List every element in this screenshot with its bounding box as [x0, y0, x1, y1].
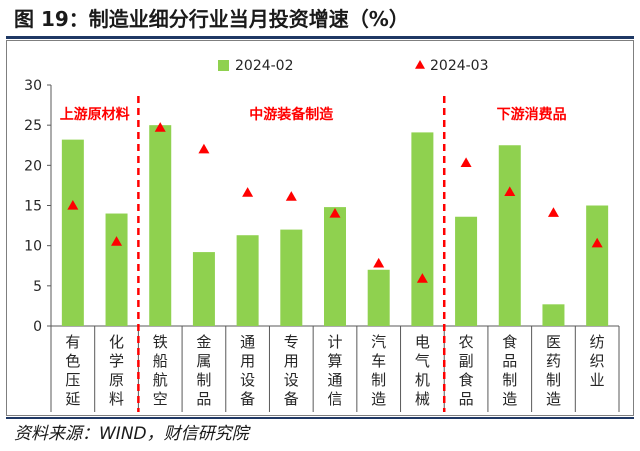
legend-swatch-bar [218, 60, 229, 71]
marker-point [154, 122, 166, 132]
group-label: 下游消费品 [497, 106, 567, 123]
y-tick-label: 5 [33, 279, 42, 295]
marker-point [111, 236, 123, 246]
x-tick-label: 铁船航空 [153, 333, 168, 408]
figure-title: 图 19：制造业细分行业当月投资增速（%） [14, 7, 409, 31]
marker-point [591, 237, 603, 248]
bar [192, 252, 215, 326]
chart-frame [6, 40, 634, 416]
x-tick-label: 专用设备 [284, 333, 299, 408]
y-tick-label: 0 [33, 319, 42, 335]
bottom-rule [6, 417, 634, 419]
marker-point [547, 207, 559, 217]
x-tick-label: 金属制品 [196, 333, 211, 408]
bar [586, 205, 609, 326]
group-label: 上游原材料 [60, 106, 130, 123]
title-rule [6, 36, 634, 39]
legend-label: 2024-02 [235, 58, 294, 74]
marker-point [242, 187, 254, 197]
bar [367, 269, 390, 326]
source-note: 资料来源：WIND，财信研究院 [14, 424, 249, 444]
bar [498, 145, 521, 326]
x-tick-label: 纺织业 [590, 333, 605, 389]
y-tick-label: 20 [24, 158, 42, 174]
x-tick-label: 通用设备 [240, 333, 255, 408]
marker-point [329, 208, 341, 218]
x-tick-label: 化学原料 [109, 333, 124, 408]
bar [236, 235, 259, 326]
x-tick-label: 计算通信 [327, 333, 342, 408]
marker-point [67, 200, 79, 210]
legend-label: 2024-03 [430, 58, 489, 74]
bar [280, 229, 303, 326]
x-tick-label: 有色压延 [65, 333, 80, 408]
bar [411, 132, 434, 326]
y-tick-label: 15 [24, 199, 42, 215]
bar [105, 213, 128, 326]
marker-point [198, 143, 210, 154]
y-tick-label: 25 [24, 118, 42, 134]
x-tick-label: 医药制造 [546, 333, 561, 408]
marker-point [373, 257, 385, 268]
x-tick-label: 电气机械 [415, 333, 430, 408]
bar [455, 216, 478, 326]
legend-swatch-marker [415, 60, 425, 69]
marker-point [460, 157, 472, 168]
bar [149, 125, 172, 327]
marker-point [285, 191, 297, 201]
x-tick-label: 食品制造 [502, 333, 517, 408]
bar [324, 207, 346, 326]
chart: 0 5 10 15 20 25 30 有色压延 化学原料 铁船航空 金属制品 通用设备 专用设备 计算通信… [6, 40, 634, 416]
x-tick-label: 农副食品 [459, 333, 474, 408]
y-tick-label: 30 [24, 78, 42, 94]
marker-point [416, 273, 428, 283]
y-tick-label: 10 [24, 239, 42, 255]
bar [61, 139, 84, 326]
group-label: 中游装备制造 [249, 106, 333, 123]
bar [542, 304, 565, 326]
x-tick-label: 汽车制造 [371, 333, 386, 408]
marker-point [504, 186, 516, 196]
